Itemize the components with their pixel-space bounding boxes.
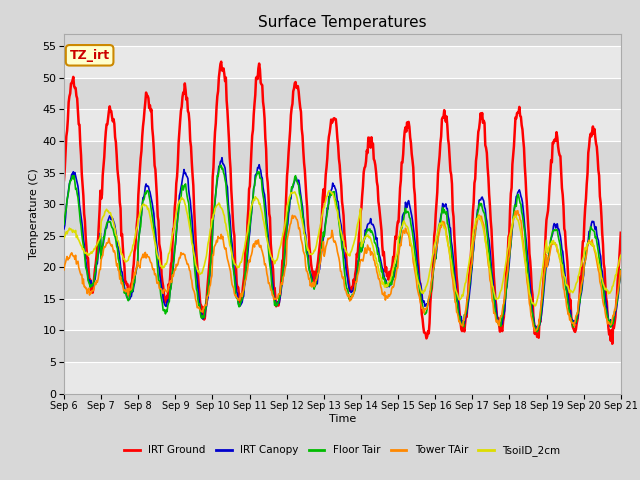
IRT Ground	[609, 341, 616, 347]
Legend: IRT Ground, IRT Canopy, Floor Tair, Tower TAir, TsoilD_2cm: IRT Ground, IRT Canopy, Floor Tair, Towe…	[120, 441, 564, 460]
Bar	[64, 109, 621, 141]
TsoilD_2cm	[428, 262, 435, 268]
IRT Ground	[617, 230, 625, 236]
X-axis label: Time: Time	[329, 414, 356, 424]
Floor Tair	[184, 197, 192, 203]
Tower TAir	[184, 261, 192, 267]
IRT Canopy	[184, 176, 192, 181]
TsoilD_2cm	[325, 188, 333, 194]
IRT Ground	[218, 59, 225, 65]
Bar	[64, 362, 621, 394]
Tower TAir	[617, 268, 625, 274]
IRT Ground	[428, 289, 435, 295]
Tower TAir	[70, 253, 78, 259]
IRT Canopy	[428, 288, 435, 293]
Tower TAir	[514, 208, 522, 214]
TsoilD_2cm	[214, 202, 221, 208]
Bar	[64, 46, 621, 78]
IRT Ground	[184, 108, 192, 114]
IRT Canopy	[534, 327, 542, 333]
Tower TAir	[60, 267, 68, 273]
IRT Canopy	[218, 155, 226, 161]
Y-axis label: Temperature (C): Temperature (C)	[29, 168, 40, 259]
TsoilD_2cm	[184, 214, 192, 219]
IRT Ground	[411, 192, 419, 198]
Floor Tair	[60, 222, 68, 228]
Floor Tair	[411, 249, 419, 255]
Tower TAir	[426, 287, 434, 293]
Floor Tair	[533, 329, 541, 335]
TsoilD_2cm	[411, 261, 419, 267]
IRT Ground	[70, 83, 78, 89]
TsoilD_2cm	[70, 229, 78, 235]
Line: IRT Canopy: IRT Canopy	[64, 158, 621, 330]
Tower TAir	[410, 263, 418, 268]
Bar	[64, 236, 621, 267]
TsoilD_2cm	[617, 252, 625, 258]
IRT Canopy	[60, 226, 68, 232]
Tower TAir	[531, 328, 539, 334]
Tower TAir	[214, 239, 221, 245]
IRT Canopy	[617, 269, 625, 275]
Line: Tower TAir: Tower TAir	[64, 211, 621, 331]
TsoilD_2cm	[127, 249, 135, 254]
Title: Surface Temperatures: Surface Temperatures	[258, 15, 427, 30]
IRT Ground	[60, 177, 68, 183]
TsoilD_2cm	[531, 303, 539, 309]
Floor Tair	[617, 267, 625, 273]
IRT Canopy	[70, 173, 78, 179]
Bar	[64, 172, 621, 204]
Floor Tair	[214, 172, 221, 178]
Floor Tair	[428, 289, 435, 295]
Line: IRT Ground: IRT Ground	[64, 62, 621, 344]
TsoilD_2cm	[60, 235, 68, 241]
Text: TZ_irt: TZ_irt	[70, 49, 109, 62]
IRT Ground	[127, 281, 135, 287]
Tower TAir	[127, 286, 135, 292]
IRT Canopy	[411, 237, 419, 242]
Bar	[64, 299, 621, 330]
Line: Floor Tair: Floor Tair	[64, 166, 621, 332]
IRT Canopy	[214, 177, 221, 183]
Floor Tair	[216, 163, 223, 168]
Floor Tair	[127, 288, 135, 294]
Floor Tair	[70, 173, 78, 179]
IRT Canopy	[127, 293, 135, 299]
Line: TsoilD_2cm: TsoilD_2cm	[64, 191, 621, 306]
IRT Ground	[214, 94, 221, 99]
